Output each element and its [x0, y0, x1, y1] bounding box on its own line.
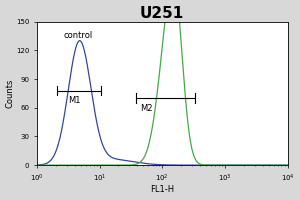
Text: M1: M1: [68, 96, 81, 105]
Y-axis label: Counts: Counts: [6, 79, 15, 108]
X-axis label: FL1-H: FL1-H: [150, 185, 174, 194]
Text: control: control: [63, 31, 92, 40]
Title: U251: U251: [140, 6, 184, 21]
Text: M2: M2: [140, 104, 153, 113]
